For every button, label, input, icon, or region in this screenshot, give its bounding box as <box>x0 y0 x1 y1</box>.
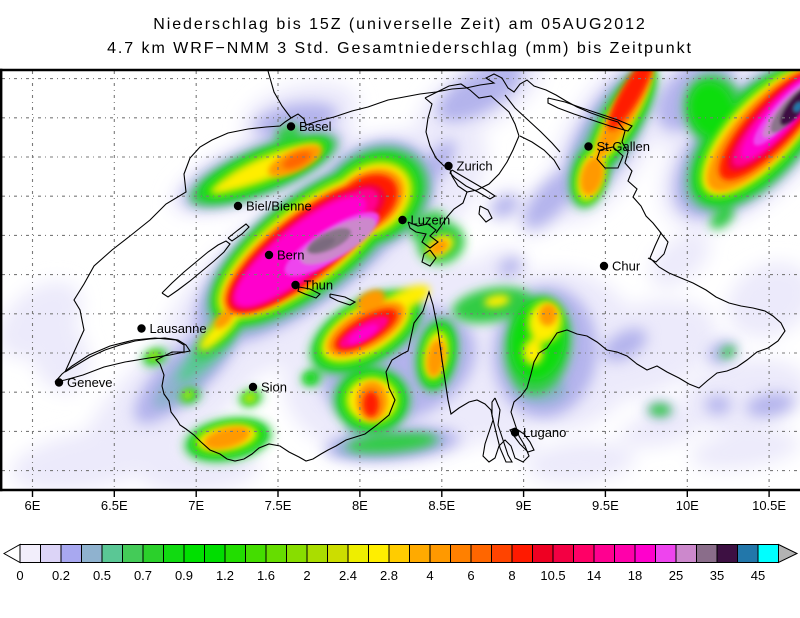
svg-text:Lausanne: Lausanne <box>150 321 207 336</box>
svg-text:Biel/Bienne: Biel/Bienne <box>246 199 312 214</box>
svg-text:6: 6 <box>467 568 474 583</box>
svg-text:14: 14 <box>587 568 601 583</box>
svg-text:0.9: 0.9 <box>175 568 193 583</box>
svg-text:45: 45 <box>751 568 765 583</box>
svg-text:18: 18 <box>628 568 642 583</box>
svg-text:0.7: 0.7 <box>134 568 152 583</box>
svg-text:7E: 7E <box>188 498 204 513</box>
svg-text:1.6: 1.6 <box>257 568 275 583</box>
svg-text:0.2: 0.2 <box>52 568 70 583</box>
svg-text:8E: 8E <box>352 498 368 513</box>
svg-text:Thun: Thun <box>304 278 334 293</box>
svg-text:4: 4 <box>426 568 433 583</box>
svg-text:2.8: 2.8 <box>380 568 398 583</box>
svg-text:10.5E: 10.5E <box>752 498 786 513</box>
svg-text:Niederschlag bis 15Z (universe: Niederschlag bis 15Z (universelle Zeit) … <box>153 16 647 33</box>
svg-text:8.5E: 8.5E <box>428 498 455 513</box>
svg-text:St.Gallen: St.Gallen <box>597 139 650 154</box>
svg-text:8: 8 <box>508 568 515 583</box>
svg-text:Chur: Chur <box>612 259 641 274</box>
svg-text:10.5: 10.5 <box>540 568 565 583</box>
svg-text:Basel: Basel <box>299 119 332 134</box>
svg-text:Lugano: Lugano <box>523 425 566 440</box>
svg-text:9.5E: 9.5E <box>592 498 619 513</box>
svg-text:6E: 6E <box>25 498 41 513</box>
svg-text:25: 25 <box>669 568 683 583</box>
svg-text:2.4: 2.4 <box>339 568 357 583</box>
svg-text:35: 35 <box>710 568 724 583</box>
svg-text:6.5E: 6.5E <box>101 498 128 513</box>
svg-text:Luzern: Luzern <box>411 213 451 228</box>
svg-text:Bern: Bern <box>277 248 304 263</box>
svg-text:0.5: 0.5 <box>93 568 111 583</box>
svg-text:9E: 9E <box>516 498 532 513</box>
svg-text:1.2: 1.2 <box>216 568 234 583</box>
svg-text:Geneve: Geneve <box>67 375 113 390</box>
svg-text:Zurich: Zurich <box>457 159 493 174</box>
svg-text:4.7 km WRF−NMM 3 Std. Gesamtni: 4.7 km WRF−NMM 3 Std. Gesamtniederschlag… <box>107 40 693 57</box>
svg-text:0: 0 <box>16 568 23 583</box>
svg-text:10E: 10E <box>676 498 699 513</box>
svg-text:7.5E: 7.5E <box>265 498 292 513</box>
svg-text:2: 2 <box>303 568 310 583</box>
svg-text:Sion: Sion <box>261 380 287 395</box>
